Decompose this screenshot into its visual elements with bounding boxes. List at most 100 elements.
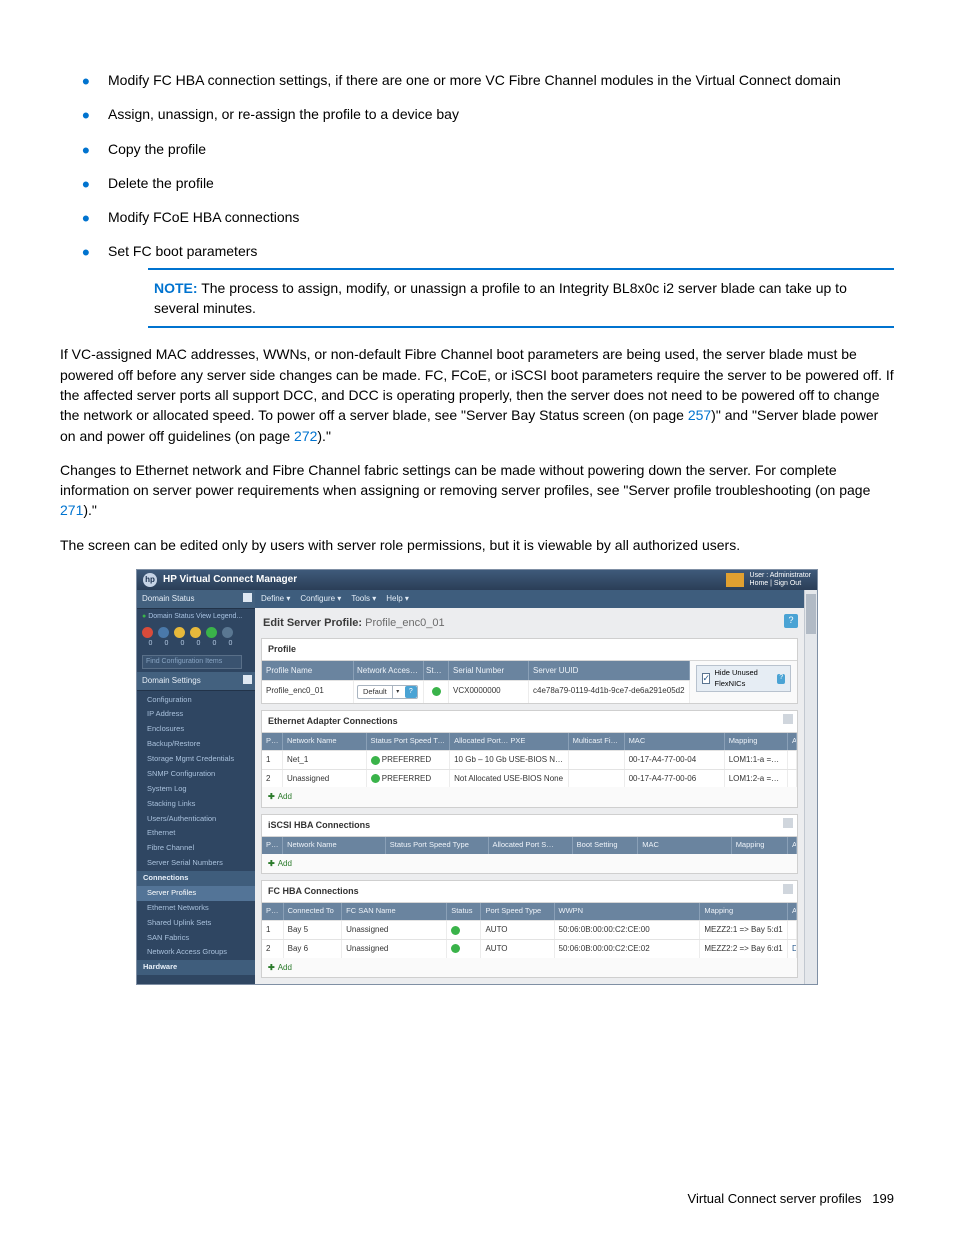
note-label: NOTE:: [154, 280, 198, 296]
bullet-text: Set FC boot parameters: [108, 243, 257, 259]
domain-status-link[interactable]: ● Domain Status View Legend...: [137, 609, 255, 625]
sidebar-item[interactable]: Overview: [137, 975, 255, 976]
sidebar-item[interactable]: SNMP Configuration: [137, 767, 255, 782]
col-status: Status: [424, 661, 449, 681]
status-icon: [222, 627, 233, 638]
hp-logo-icon: hp: [143, 573, 157, 587]
user-line-2[interactable]: Home | Sign Out: [750, 580, 811, 588]
sidebar-item[interactable]: Backup/Restore: [137, 737, 255, 752]
sidebar-item[interactable]: Enclosures: [137, 722, 255, 737]
table-row[interactable]: 1Net_1 PREFERRED10 Gb – 10 Gb USE-BIOS N…: [262, 750, 797, 769]
cell: [788, 751, 797, 769]
cell: Unassigned: [342, 940, 447, 958]
collapse-icon[interactable]: [243, 593, 252, 602]
bullet-item: Delete the profile: [60, 173, 894, 193]
status-icon: [206, 627, 217, 638]
column-header: Mapping: [732, 837, 788, 854]
footer-page-num: 199: [872, 1191, 894, 1206]
profile-name-cell[interactable]: Profile_enc0_01: [262, 681, 354, 703]
ethernet-header: Ethernet Adapter Connections: [262, 711, 797, 733]
column-header: Multicast Filter: [569, 733, 625, 750]
sidebar-item[interactable]: SAN Fabrics: [137, 931, 255, 946]
status-icon-row: [137, 625, 255, 639]
note-box: NOTE: The process to assign, modify, or …: [148, 268, 894, 329]
collapse-icon[interactable]: [783, 818, 793, 828]
column-header: Allocated Port S…: [489, 837, 573, 854]
column-header: Port Speed Type: [481, 903, 554, 920]
page-link-257[interactable]: 257: [688, 407, 711, 423]
sidebar-item[interactable]: Server Profiles: [137, 886, 255, 901]
status-count-row: 000000: [137, 639, 255, 652]
hide-flexnics-box[interactable]: Hide Unused FlexNICs ?: [696, 665, 791, 693]
bullet-item: Modify FC HBA connection settings, if th…: [60, 70, 894, 90]
cell: Unassigned: [283, 770, 367, 788]
collapse-icon[interactable]: [783, 714, 793, 724]
column-header: Connected To: [284, 903, 343, 920]
page-link-271[interactable]: 271: [60, 502, 83, 518]
sidebar-item[interactable]: Network Access Groups: [137, 945, 255, 960]
profile-row: Profile_enc0_01 Default▾? VCX0000000 c4e…: [262, 680, 690, 703]
collapse-icon[interactable]: [783, 884, 793, 894]
column-header: Network Name: [283, 837, 386, 854]
nag-cell[interactable]: Default▾?: [354, 681, 424, 703]
column-header: WWPN: [555, 903, 701, 920]
cell: Net_1: [283, 751, 367, 769]
main-content: Define ▾Configure ▾Tools ▾Help ▾ Edit Se…: [255, 590, 804, 984]
column-header: Port: [262, 733, 283, 750]
sidebar-item[interactable]: Configuration: [137, 693, 255, 708]
table-row[interactable]: 1Bay 5UnassignedAUTO50:06:0B:00:00:C2:CE…: [262, 920, 797, 939]
checkbox-icon[interactable]: [702, 673, 711, 684]
app-title: HP Virtual Connect Manager: [163, 573, 297, 588]
menu-item[interactable]: Tools ▾: [351, 593, 376, 605]
delete-link[interactable]: Delete: [788, 940, 797, 958]
sidebar-item[interactable]: Shared Uplink Sets: [137, 916, 255, 931]
page-footer: Virtual Connect server profiles 199: [688, 1190, 894, 1209]
column-header: Status Port Speed Type: [367, 733, 451, 750]
sidebar-item[interactable]: Ethernet: [137, 826, 255, 841]
sidebar-item[interactable]: IP Address: [137, 707, 255, 722]
menu-item[interactable]: Configure ▾: [300, 593, 341, 605]
cell: LOM1:1-a => Bay…: [725, 751, 788, 769]
sidebar-item[interactable]: Server Serial Numbers: [137, 856, 255, 871]
cell: [569, 751, 625, 769]
scrollbar-right[interactable]: [804, 590, 817, 984]
status-icon: [158, 627, 169, 638]
menu-item[interactable]: Help ▾: [386, 593, 409, 605]
sidebar-item[interactable]: Ethernet Networks: [137, 901, 255, 916]
menu-item[interactable]: Define ▾: [261, 593, 290, 605]
sidebar-item[interactable]: Stacking Links: [137, 797, 255, 812]
sidebar-item[interactable]: Storage Mgmt Credentials: [137, 752, 255, 767]
search-input[interactable]: Find Configuration Items: [142, 655, 242, 669]
domain-status-header: Domain Status: [137, 590, 255, 609]
help-icon[interactable]: ?: [405, 686, 417, 698]
cell: 10 Gb – 10 Gb USE-BIOS None: [450, 751, 569, 769]
column-header: Actio: [788, 837, 797, 854]
sidebar-item[interactable]: Users/Authentication: [137, 812, 255, 827]
help-icon[interactable]: ?: [784, 614, 798, 628]
bullet-item: Set FC boot parameters NOTE: The process…: [60, 241, 894, 328]
status-count: 0: [145, 639, 156, 649]
cell: 1: [262, 921, 284, 939]
sidebar-item[interactable]: Fibre Channel: [137, 841, 255, 856]
collapse-icon[interactable]: [243, 675, 252, 684]
eth-add-button[interactable]: Add: [262, 787, 797, 807]
cell: Bay 6: [284, 940, 343, 958]
status-count: 0: [209, 639, 220, 649]
sidebar-item[interactable]: System Log: [137, 782, 255, 797]
column-header: FC SAN Name: [342, 903, 447, 920]
p2-text-a: Changes to Ethernet network and Fibre Ch…: [60, 462, 870, 498]
sidebar-item[interactable]: Hardware: [137, 960, 255, 975]
help-icon[interactable]: ?: [777, 674, 785, 684]
table-row[interactable]: 2Unassigned PREFERREDNot Allocated USE-B…: [262, 769, 797, 788]
table-row[interactable]: 2Bay 6UnassignedAUTO50:06:0B:00:00:C2:CE…: [262, 939, 797, 958]
cell: 2: [262, 770, 283, 788]
sidebar-item[interactable]: Connections: [137, 871, 255, 886]
chevron-down-icon[interactable]: ▾: [392, 686, 403, 698]
iscsi-add-button[interactable]: Add: [262, 854, 797, 874]
status-icon: [174, 627, 185, 638]
page-link-272[interactable]: 272: [294, 428, 317, 444]
nav-tree: ConfigurationIP AddressEnclosuresBackup/…: [137, 691, 255, 977]
user-info: User : Administrator Home | Sign Out: [750, 572, 811, 587]
fc-thead: PortConnected ToFC SAN NameStatusPort Sp…: [262, 903, 797, 920]
fc-add-button[interactable]: Add: [262, 958, 797, 978]
